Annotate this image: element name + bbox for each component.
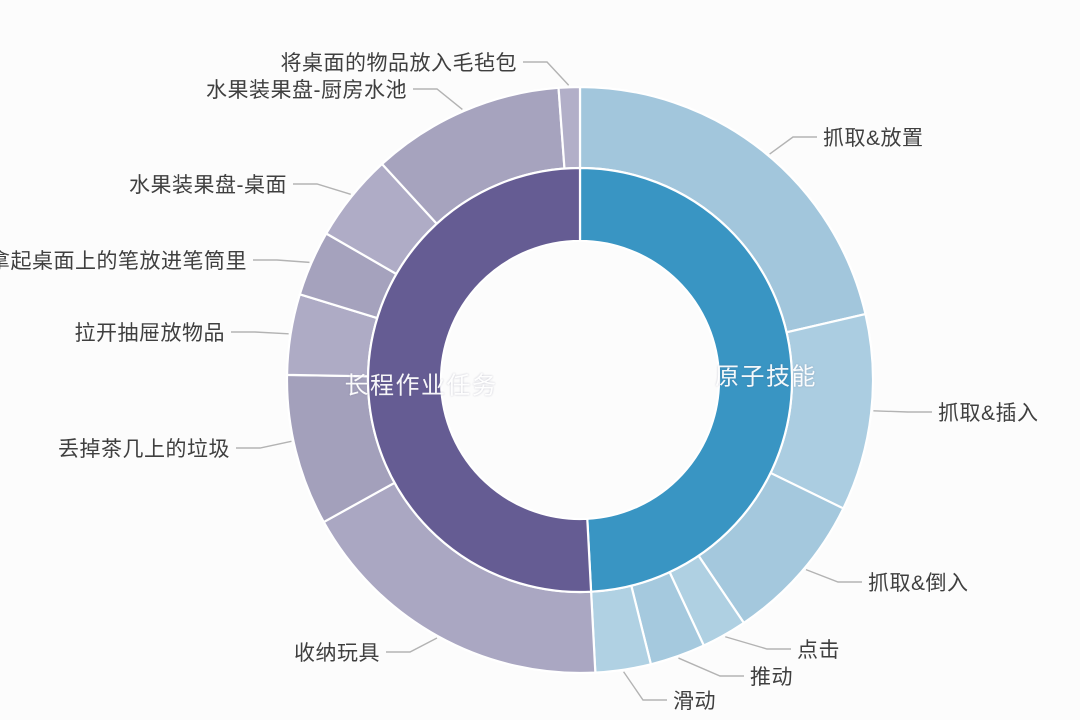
leader-line-5 bbox=[623, 671, 667, 701]
leader-line-10 bbox=[293, 183, 351, 196]
leader-line-0 bbox=[769, 136, 817, 155]
leader-line-3 bbox=[725, 636, 791, 650]
leader-line-9 bbox=[253, 259, 310, 264]
leader-line-2 bbox=[805, 568, 862, 583]
leader-line-8 bbox=[231, 331, 289, 335]
leader-line-4 bbox=[678, 657, 744, 677]
leader-line-11 bbox=[413, 88, 463, 111]
leader-line-1 bbox=[873, 410, 932, 413]
leader-line-6 bbox=[386, 637, 438, 653]
inner-segment-0 bbox=[578, 166, 794, 593]
leader-line-12 bbox=[523, 61, 570, 86]
leader-line-7 bbox=[236, 440, 292, 449]
inner-segment-1 bbox=[366, 166, 593, 594]
